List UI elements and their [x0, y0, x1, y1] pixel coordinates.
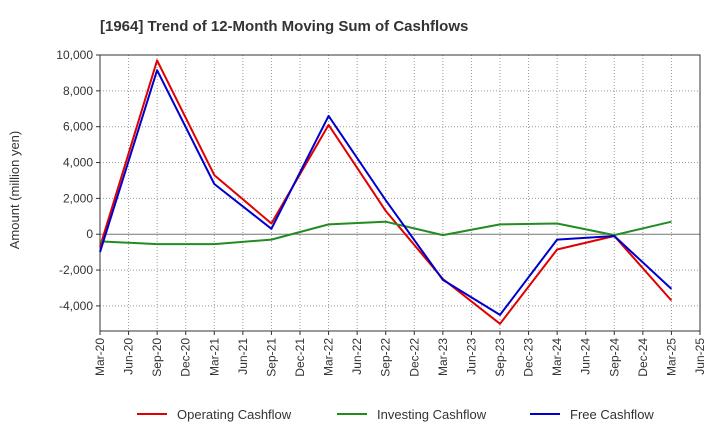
legend-label-investing-cashflow: Investing Cashflow [377, 407, 487, 422]
y-tick-label: -4,000 [59, 299, 93, 313]
x-tick-label: Jun-24 [579, 338, 593, 375]
x-tick-label: Sep-24 [607, 338, 621, 377]
y-axis-label: Amount (million yen) [7, 131, 22, 250]
x-tick-label: Jun-22 [350, 338, 364, 375]
x-tick-label: Mar-23 [436, 338, 450, 376]
y-tick-label: 0 [86, 227, 93, 241]
legend-label-free-cashflow: Free Cashflow [570, 407, 654, 422]
x-tick-label: Dec-21 [293, 338, 307, 377]
x-tick-label: Sep-20 [150, 338, 164, 377]
plot-area: -4,000 -2,000 0 2,000 4,000 6,000 8,000 10,000 M… [56, 48, 707, 377]
y-tick-label: 4,000 [63, 156, 93, 170]
y-tick-label: 2,000 [63, 191, 93, 205]
x-tick-label: Mar-25 [664, 338, 678, 376]
legend: Operating Cashflow Investing Cashflow Free… [137, 407, 654, 422]
x-tick-label: Jun-23 [464, 338, 478, 375]
x-tick-label: Mar-21 [207, 338, 221, 376]
x-tick-label: Sep-23 [493, 338, 507, 377]
x-tick-label: Dec-20 [179, 338, 193, 377]
y-tick-label: -2,000 [59, 263, 93, 277]
y-tick-label: 10,000 [56, 48, 93, 62]
x-tick-label: Mar-24 [550, 338, 564, 376]
x-tick-label: Jun-21 [236, 338, 250, 375]
x-tick-label: Jun-20 [122, 338, 136, 375]
y-tick-label: 6,000 [63, 120, 93, 134]
x-tick-label: Jun-25 [693, 338, 707, 375]
plot-background [100, 55, 700, 331]
series-line-investing-cashflow [99, 220, 672, 246]
x-tick-label: Mar-22 [322, 338, 336, 376]
y-tick-label: 8,000 [63, 84, 93, 98]
chart-title: [1964] Trend of 12-Month Moving Sum of C… [100, 18, 468, 35]
x-tick-label: Dec-24 [636, 338, 650, 377]
x-tick-label: Mar-20 [93, 338, 107, 376]
series-line-operating-cashflow [99, 59, 673, 325]
x-tick-label: Dec-22 [407, 338, 421, 377]
series-line-free-cashflow [99, 69, 673, 316]
x-tick-label: Sep-22 [379, 338, 393, 377]
plot-frame [99, 54, 701, 332]
x-tick-label: Sep-21 [264, 338, 278, 377]
legend-label-operating-cashflow: Operating Cashflow [177, 407, 292, 422]
x-tick-label: Dec-23 [522, 338, 536, 377]
